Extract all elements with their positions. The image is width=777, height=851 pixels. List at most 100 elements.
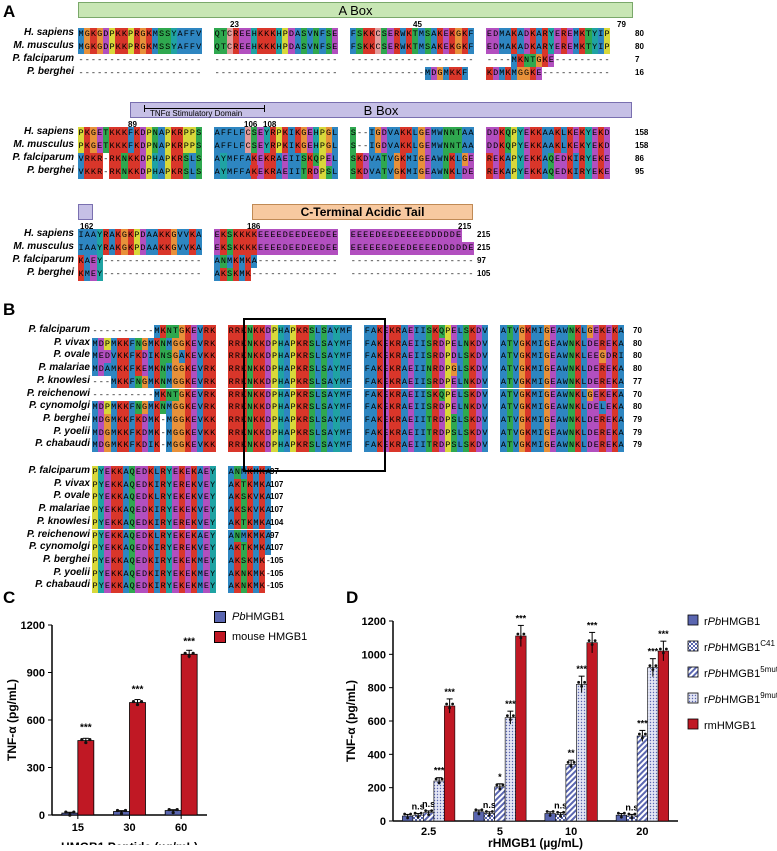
residue: F — [345, 325, 352, 338]
residue: M — [110, 401, 117, 414]
bar — [657, 650, 669, 822]
residue: M — [252, 529, 260, 543]
residue: - — [363, 141, 369, 151]
residue: K — [269, 28, 276, 41]
residue: R — [228, 363, 235, 376]
residue: D — [605, 350, 612, 364]
residue: D — [438, 401, 445, 414]
residue: P — [104, 337, 111, 351]
residue: D — [443, 242, 450, 255]
y-tick-label: 1200 — [21, 620, 45, 632]
residue: K — [252, 413, 260, 427]
data-point — [616, 811, 620, 815]
residue: D — [438, 426, 445, 440]
residue: A — [265, 516, 272, 530]
residue: M — [166, 363, 173, 376]
data-point — [427, 813, 431, 817]
residue: D — [98, 413, 105, 427]
residue: - — [394, 68, 400, 78]
residue: P — [319, 140, 326, 153]
residue: E — [566, 41, 573, 54]
residue: R — [203, 337, 210, 351]
residue: K — [191, 580, 198, 593]
residue: R — [395, 375, 402, 389]
residue: V — [512, 413, 519, 427]
residue: V — [512, 375, 519, 389]
residue: N — [160, 363, 167, 376]
residue: - — [307, 55, 313, 65]
residue: N — [568, 375, 575, 389]
data-point — [191, 651, 195, 655]
residue: M — [153, 325, 161, 338]
residue: D — [98, 426, 105, 440]
residue: K — [376, 388, 383, 402]
residue: - — [251, 269, 257, 279]
residue: - — [288, 55, 295, 65]
residue: A — [283, 363, 290, 376]
residue: R — [177, 153, 184, 166]
residue: R — [395, 401, 402, 414]
residue: I — [537, 388, 544, 402]
residue: P — [78, 140, 85, 153]
residue: - — [142, 389, 148, 400]
residue: - — [257, 256, 264, 266]
data-point — [572, 760, 576, 764]
residue: - — [98, 376, 104, 387]
residue: I — [419, 439, 427, 452]
residue: P — [444, 337, 451, 351]
residue: D — [449, 229, 456, 242]
residue: K — [259, 478, 266, 492]
residue: K — [184, 337, 191, 351]
residue: Y — [333, 413, 340, 427]
residue: K — [525, 325, 532, 338]
residue: A — [84, 242, 91, 255]
residue: - — [449, 269, 455, 279]
residue: K — [574, 413, 581, 427]
residue: S — [183, 153, 190, 166]
residue: - — [585, 55, 592, 65]
residue: - — [177, 256, 183, 266]
residue: E — [331, 229, 338, 242]
residue: P — [146, 153, 153, 166]
residue: - — [394, 269, 400, 279]
residue: I — [537, 363, 544, 376]
residue: K — [263, 28, 270, 41]
residue: K — [209, 363, 216, 376]
residue: D — [587, 363, 594, 376]
data-point — [437, 781, 441, 785]
data-point — [569, 764, 573, 768]
residue: E — [135, 491, 142, 505]
residue: K — [78, 268, 85, 281]
residue: K — [611, 439, 618, 452]
bar — [504, 717, 516, 822]
residue: N — [568, 388, 575, 402]
residue: D — [523, 41, 530, 54]
residue: - — [233, 68, 239, 78]
residue: K — [362, 28, 369, 41]
residue: A — [158, 127, 165, 140]
residue: - — [573, 55, 579, 65]
residue: K — [110, 504, 117, 517]
residue: - — [406, 269, 412, 279]
residue: A — [556, 388, 563, 402]
residue: L — [457, 388, 464, 402]
residue: D — [430, 67, 437, 80]
data-point — [630, 816, 634, 820]
residue: V — [78, 166, 85, 179]
residue: D — [282, 242, 289, 255]
tnf-domain-line — [144, 108, 264, 109]
residue: - — [301, 256, 307, 266]
residue: - — [350, 269, 356, 279]
residue: S — [325, 41, 332, 54]
residue: V — [306, 28, 314, 41]
residue: P — [271, 388, 278, 402]
residue-count: 95 — [635, 167, 644, 176]
residue: K — [252, 401, 260, 414]
residue: K — [574, 363, 581, 376]
residue: I — [617, 350, 625, 364]
data-point — [508, 718, 512, 722]
data-point — [430, 809, 434, 813]
y-tick-label: 400 — [368, 749, 386, 761]
residue: A — [500, 401, 507, 414]
residue: A — [401, 363, 408, 376]
